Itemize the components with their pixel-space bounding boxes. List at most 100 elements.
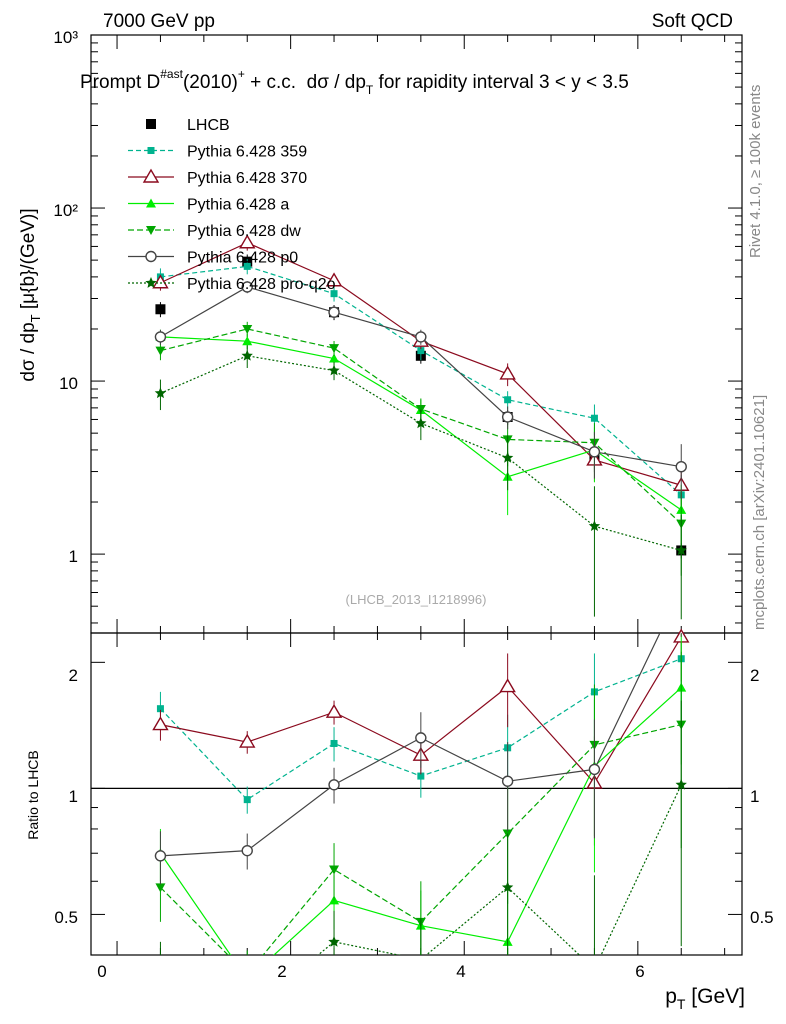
data-point [329, 353, 340, 363]
ratio-data-point [329, 865, 340, 875]
data-point [329, 344, 340, 354]
ratio-data-point [415, 732, 427, 744]
legend-label: LHCB [187, 117, 230, 134]
y-tick-label-text: 10³ [53, 28, 78, 47]
data-point [155, 346, 166, 356]
data-point [501, 451, 514, 463]
data-point [588, 520, 601, 531]
data-point [504, 396, 512, 404]
legend-item: Pythia 6.428 pro-q2o [128, 276, 336, 293]
legend-marker [147, 147, 155, 154]
legend-marker [145, 277, 157, 288]
y-tick-label: 10² [53, 201, 78, 220]
ratio-data-point [501, 775, 514, 787]
data-point [415, 417, 427, 429]
y-axis-label: dσ / dpT [μ{b}/(GeV)] [18, 208, 43, 381]
data-point [325, 272, 343, 287]
data-point [499, 365, 516, 380]
data-point [239, 234, 256, 249]
mcplots-source-label: mcplots.cern.ch [arXiv:2401.10621] [751, 395, 768, 630]
data-point [152, 274, 169, 289]
ratio-series-pythia-6-428-pro-q2o [159, 700, 687, 955]
x-tick-label: 2 [277, 962, 286, 981]
y-tick-label: 1 [69, 547, 78, 566]
x-tick-label: 4 [456, 962, 465, 981]
legend-marker [145, 250, 157, 263]
y-tick-label: 10³ [53, 28, 78, 47]
legend-label: Pythia 6.428 dw [187, 223, 301, 240]
data-point [328, 306, 340, 318]
data-point [675, 460, 687, 473]
ratio-y-axis-label: Ratio to LHCB [25, 750, 41, 839]
watermark-label: (LHCB_2013_I1218996) [346, 592, 487, 607]
data-point [415, 331, 427, 343]
ratio-data-point [241, 844, 253, 857]
ratio-tick-label-left: 2 [69, 666, 78, 685]
legend-item: Pythia 6.428 370 [128, 168, 307, 187]
legend-item: Pythia 6.428 359 [128, 144, 307, 161]
legend-label: Pythia 6.428 pro-q2o [187, 276, 336, 293]
ratio-data-point [588, 763, 601, 776]
data-point [330, 290, 338, 298]
data-point [590, 414, 598, 422]
series-pythia-6-428-359 [156, 259, 685, 522]
x-axis-label: pT [GeV] [665, 985, 745, 1012]
legend-item: Pythia 6.428 p0 [128, 250, 298, 267]
data-point [328, 364, 340, 376]
data-point [155, 304, 166, 315]
data-point [415, 404, 426, 414]
data-point [501, 411, 514, 423]
ratio-data-point [325, 703, 343, 718]
ratio-data-point [330, 739, 338, 747]
ratio-data-point [499, 678, 516, 693]
data-point [242, 336, 253, 346]
ratio-data-point [501, 881, 514, 893]
axis-ticks [91, 34, 742, 956]
legend: LHCB Pythia 6.428 359 Pythia 6.428 370 Pyth… [128, 117, 336, 293]
legend-marker [146, 198, 156, 208]
series-pythia-6-428-pro-q2o [154, 345, 687, 620]
main-series-group [152, 234, 690, 620]
ratio-series-group [152, 628, 690, 955]
ratio-data-point [156, 705, 164, 713]
ratio-data-point [417, 772, 425, 780]
legend-marker [142, 168, 160, 183]
ratio-data-point [152, 716, 169, 731]
y-tick-label: 10 [59, 374, 78, 393]
legend-item: Pythia 6.428 dw [128, 223, 301, 240]
ratio-data-point [675, 778, 687, 790]
ratio-plot-frame [90, 632, 743, 956]
x-tick-label: 6 [635, 962, 644, 981]
ratio-data-point [328, 935, 340, 947]
ratio-series-pythia-6-428-p0 [154, 633, 682, 885]
series-line [160, 265, 682, 496]
legend-label: Pythia 6.428 359 [187, 144, 307, 161]
ratio-tick-label-left: 0.5 [54, 908, 78, 927]
header-category-label: Soft QCD [652, 11, 733, 32]
legend-label: Pythia 6.428 p0 [187, 250, 298, 267]
data-point [675, 544, 687, 556]
legend-marker [146, 119, 156, 129]
header-energy-label: 7000 GeV pp [103, 11, 215, 32]
legend-item: LHCB [146, 117, 230, 134]
ratio-data-point [239, 733, 256, 748]
data-point [154, 387, 167, 399]
ratio-data-point [328, 779, 340, 791]
data-point [241, 349, 253, 361]
data-point [417, 347, 425, 355]
ratio-tick-label-left: 1 [69, 787, 78, 806]
ratio-tick-label-right: 2 [750, 666, 759, 685]
legend-marker [146, 226, 156, 235]
legend-label: Pythia 6.428 370 [187, 170, 307, 187]
legend-item: Pythia 6.428 a [128, 197, 289, 214]
data-point [588, 446, 601, 458]
series-pythia-6-428-p0 [154, 281, 687, 500]
ratio-tick-label-right: 1 [750, 787, 759, 806]
rivet-version-label: Rivet 4.1.0, ≥ 100k events [747, 85, 764, 258]
data-point [242, 324, 253, 334]
ratio-data-point [154, 850, 167, 862]
data-point [243, 262, 251, 270]
ratio-data-point [155, 883, 166, 893]
data-point [154, 331, 167, 343]
